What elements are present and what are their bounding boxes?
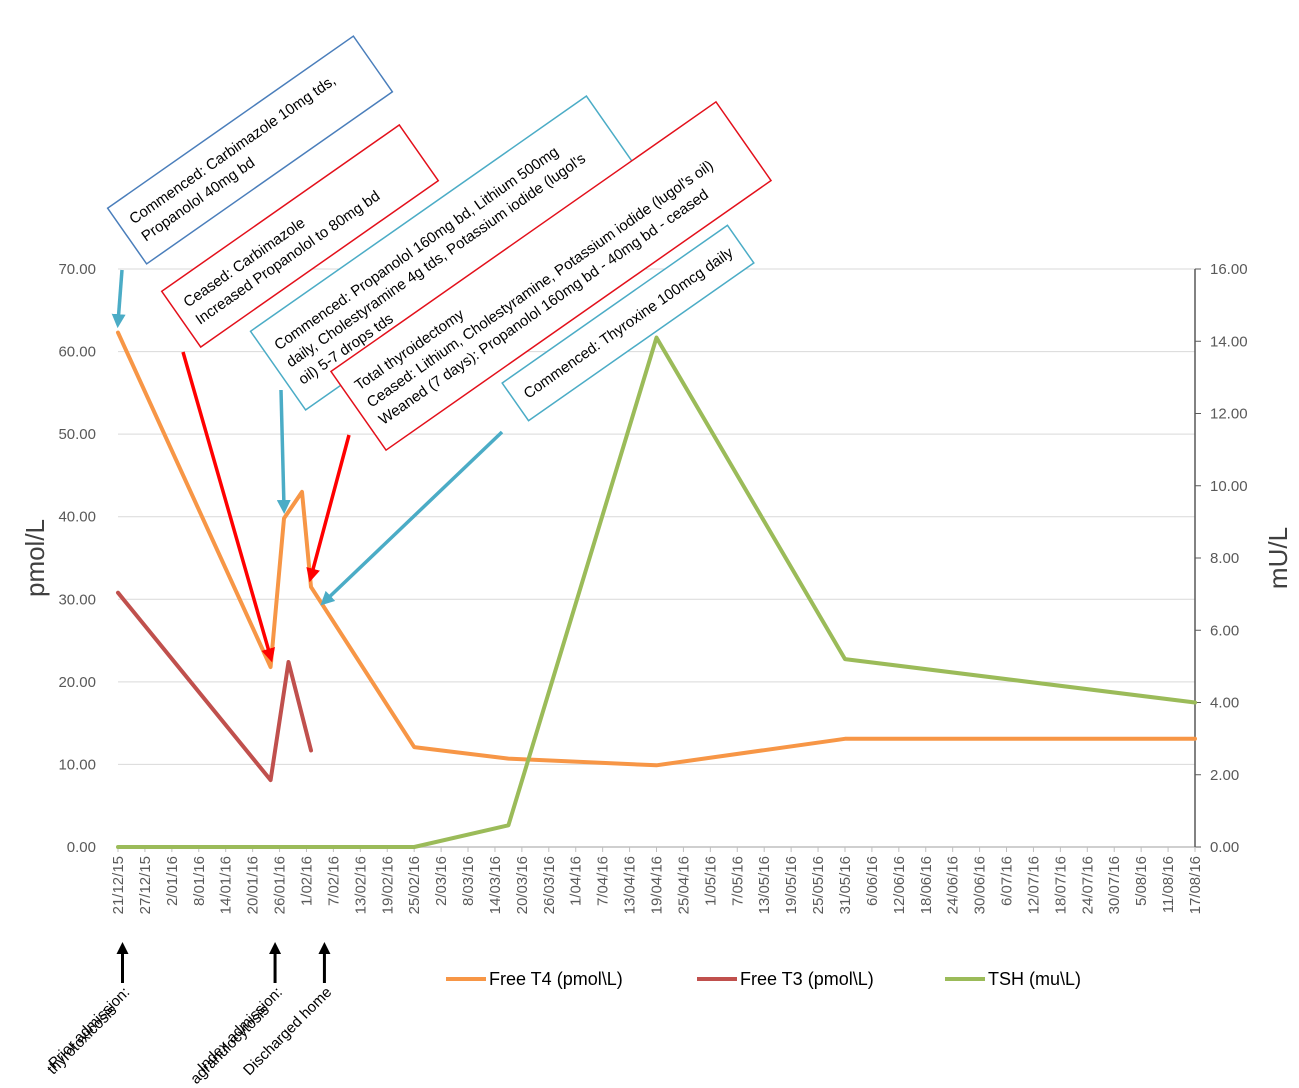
series-line	[116, 335, 1197, 849]
x-tick-label: 20/01/16	[245, 856, 262, 914]
x-tick-label: 30/07/16	[1106, 856, 1123, 914]
annotation-frame	[501, 224, 755, 422]
x-tick-label: 5/08/16	[1133, 856, 1150, 906]
x-tick-label: 21/12/15	[110, 856, 127, 914]
left-tick-label: 0.00	[67, 839, 96, 856]
x-tick-label: 19/05/16	[783, 856, 800, 914]
x-tick-label: 2/01/16	[164, 856, 181, 906]
x-tick-label: 14/01/16	[218, 856, 235, 914]
series-line	[116, 330, 1197, 768]
x-tick-label: 12/06/16	[891, 856, 908, 914]
left-tick-label: 60.00	[58, 344, 96, 361]
right-tick-label: 10.00	[1210, 478, 1248, 495]
annotation-arrow	[320, 430, 504, 606]
right-tick-label: 0.00	[1210, 839, 1239, 856]
annotation-frame	[160, 123, 440, 349]
event-label: agranulocytosis	[187, 1002, 273, 1088]
x-tick-label: 18/07/16	[1052, 856, 1069, 914]
x-tick-label: 13/05/16	[756, 856, 773, 914]
series-line	[116, 590, 313, 783]
left-axis-title: pmol/L	[20, 519, 50, 597]
x-tick-label: 19/04/16	[649, 856, 666, 914]
x-tick-label: 13/02/16	[352, 856, 369, 914]
x-tick-label: 17/08/16	[1187, 856, 1204, 914]
x-axis-ticks: 21/12/15 27/12/15 2/01/16 8/01/16 14/01/16 20…	[110, 847, 1204, 914]
x-tick-label: 11/08/16	[1160, 856, 1177, 913]
right-tick-label: 12.00	[1210, 406, 1248, 423]
x-tick-label: 14/03/16	[487, 856, 504, 914]
left-tick-label: 20.00	[58, 674, 96, 691]
left-tick-label: 40.00	[58, 509, 96, 526]
x-tick-label: 8/01/16	[191, 856, 208, 906]
annotation-frame	[329, 100, 773, 452]
left-tick-label: 70.00	[58, 261, 96, 278]
series-lines	[116, 330, 1197, 849]
right-tick-label: 16.00	[1210, 261, 1248, 278]
x-tick-label: 26/03/16	[541, 856, 558, 914]
left-y-axis-ticks: 0.00 10.00 20.00 30.00 40.00 50.00 60.00 70.00	[58, 261, 96, 856]
annotation-frame	[106, 35, 394, 265]
right-tick-label: 8.00	[1210, 550, 1239, 567]
right-tick-label: 14.00	[1210, 333, 1248, 350]
x-tick-label: 30/06/16	[972, 856, 989, 914]
x-tick-label: 12/07/16	[1025, 856, 1042, 914]
x-tick-label: 8/03/16	[460, 856, 477, 906]
x-tick-label: 20/03/16	[514, 856, 531, 914]
right-tick-label: 4.00	[1210, 695, 1239, 712]
x-tick-label: 25/05/16	[810, 856, 827, 914]
x-tick-label: 31/05/16	[837, 856, 854, 914]
right-axis-title: mU/L	[1263, 527, 1293, 589]
x-tick-label: 19/02/16	[379, 856, 396, 914]
right-tick-label: 2.00	[1210, 767, 1239, 784]
x-tick-label: 18/06/16	[918, 856, 935, 914]
annotations: Commenced: Carbimazole 10mg tds,Propanol…	[106, 35, 773, 663]
annotation-arrow	[111, 269, 126, 329]
x-tick-label: 7/02/16	[325, 856, 342, 906]
annotation-arrow	[306, 434, 351, 583]
x-tick-label: 26/01/16	[272, 856, 289, 914]
legend-label: Free T4 (pmol\L)	[489, 969, 623, 989]
x-tick-label: 25/04/16	[675, 856, 692, 914]
annotation-arrow	[276, 389, 291, 514]
x-tick-label: 24/07/16	[1079, 856, 1096, 914]
left-tick-label: 10.00	[58, 756, 96, 773]
x-tick-label: 7/04/16	[595, 856, 612, 906]
x-tick-label: 2/03/16	[433, 856, 450, 906]
x-tick-label: 6/06/16	[864, 856, 881, 906]
x-tick-label: 13/04/16	[622, 856, 639, 914]
x-tick-label: 27/12/15	[137, 856, 154, 914]
left-tick-label: 50.00	[58, 426, 96, 443]
annotation-arrow	[181, 351, 275, 663]
event-label: thyrotoxicosis	[44, 1002, 120, 1078]
legend-label: Free T3 (pmol\L)	[740, 969, 874, 989]
x-tick-label: 1/02/16	[298, 856, 315, 906]
right-tick-label: 6.00	[1210, 622, 1239, 639]
event-markers: Prior admission:thyrotoxicosis Index admi…	[44, 942, 335, 1088]
x-tick-label: 25/02/16	[406, 856, 423, 914]
x-tick-label: 7/05/16	[729, 856, 746, 906]
x-tick-label: 1/04/16	[568, 856, 585, 906]
left-tick-label: 30.00	[58, 591, 96, 608]
right-y-axis-ticks: 0.00 2.00 4.00 6.00 8.00 10.00 12.00 14.00 16.00	[1195, 261, 1248, 856]
x-tick-label: 6/07/16	[999, 856, 1016, 906]
x-tick-label: 24/06/16	[945, 856, 962, 914]
x-tick-label: 1/05/16	[702, 856, 719, 906]
legend-label: TSH (mu\L)	[988, 969, 1081, 989]
legend: Free T4 (pmol\L) Free T3 (pmol\L) TSH (mu\…	[446, 969, 1081, 989]
